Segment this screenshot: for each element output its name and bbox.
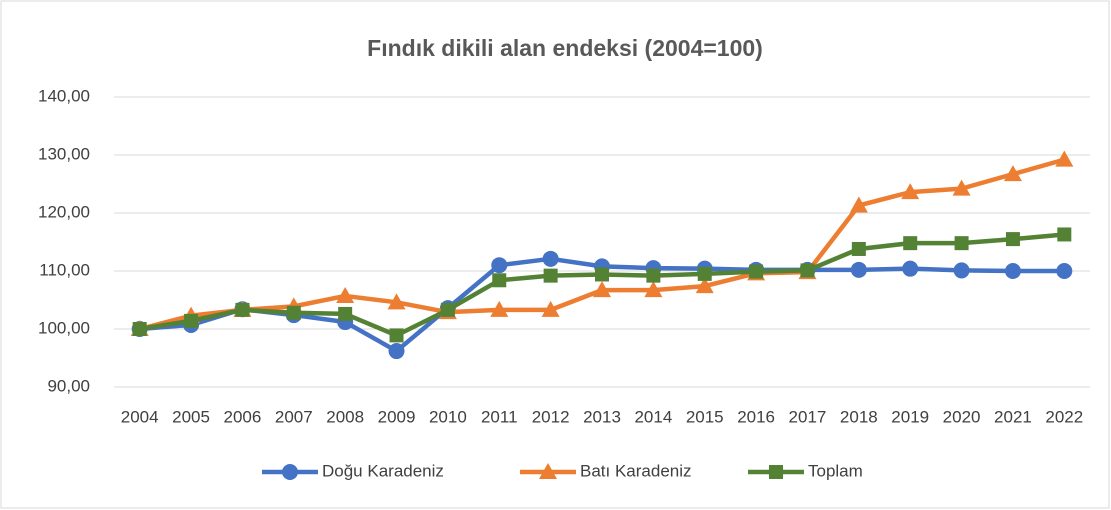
point — [542, 250, 559, 267]
x-tick-label: 2011 — [481, 407, 518, 426]
point — [646, 268, 661, 283]
point — [593, 281, 611, 298]
chart-title: Fındık dikili alan endeksi (2004=100) — [367, 35, 763, 61]
x-tick-label: 2021 — [994, 407, 1032, 426]
point — [184, 313, 199, 328]
x-tick-label: 2022 — [1045, 407, 1083, 426]
point — [644, 281, 663, 298]
point — [849, 196, 868, 213]
point — [389, 328, 404, 343]
y-tick-label: 120,00 — [38, 202, 90, 221]
legend-label: Toplam — [808, 461, 863, 480]
point — [132, 322, 147, 336]
point — [902, 260, 919, 277]
point — [388, 343, 405, 360]
y-tick-label: 100,00 — [38, 318, 90, 337]
point — [800, 263, 815, 278]
x-tick-label: 2016 — [737, 407, 775, 426]
point — [952, 179, 971, 196]
point — [851, 241, 866, 256]
x-tick-label: 2005 — [172, 407, 210, 426]
point — [697, 266, 712, 281]
point — [338, 306, 353, 321]
legend-label: Doğu Karadeniz — [322, 461, 444, 480]
legend-marker — [282, 464, 298, 480]
point — [1005, 232, 1020, 247]
point — [1057, 227, 1072, 242]
point — [595, 267, 609, 282]
point — [1003, 165, 1022, 182]
y-tick-label: 110,00 — [39, 260, 90, 279]
point — [953, 262, 970, 279]
x-tick-label: 2004 — [121, 407, 159, 426]
x-tick-label: 2007 — [275, 407, 313, 426]
point — [901, 183, 920, 200]
x-tick-label: 2008 — [326, 407, 364, 426]
x-tick-label: 2006 — [224, 407, 262, 426]
point — [336, 286, 355, 303]
x-tick-label: 2012 — [532, 407, 570, 426]
point — [695, 277, 714, 294]
point — [491, 257, 508, 274]
point — [492, 273, 507, 288]
x-tick-label: 2020 — [943, 407, 981, 426]
point — [541, 300, 560, 317]
point — [440, 302, 455, 317]
x-tick-label: 2015 — [686, 407, 724, 426]
legend-label: Batı Karadeniz — [580, 461, 692, 480]
point — [749, 264, 764, 279]
legend-marker — [539, 463, 557, 479]
point — [1004, 263, 1021, 279]
point — [850, 261, 867, 278]
x-tick-label: 2018 — [840, 407, 878, 426]
point — [387, 293, 406, 310]
point — [235, 302, 250, 317]
x-tick-label: 2019 — [891, 407, 929, 426]
x-tick-label: 2014 — [634, 407, 672, 426]
legend-marker — [769, 465, 783, 479]
point — [954, 236, 969, 251]
y-tick-label: 140,00 — [38, 86, 90, 105]
point — [903, 236, 918, 251]
point — [1056, 263, 1073, 279]
x-tick-label: 2009 — [378, 407, 416, 426]
point — [490, 300, 509, 317]
x-tick-label: 2013 — [583, 407, 621, 426]
point — [543, 268, 558, 283]
x-tick-label: 2017 — [789, 407, 827, 426]
point — [286, 305, 301, 320]
point — [1055, 150, 1074, 167]
y-tick-label: 130,00 — [38, 144, 90, 163]
y-tick-label: 90,00 — [47, 376, 90, 395]
x-tick-label: 2010 — [429, 407, 467, 426]
